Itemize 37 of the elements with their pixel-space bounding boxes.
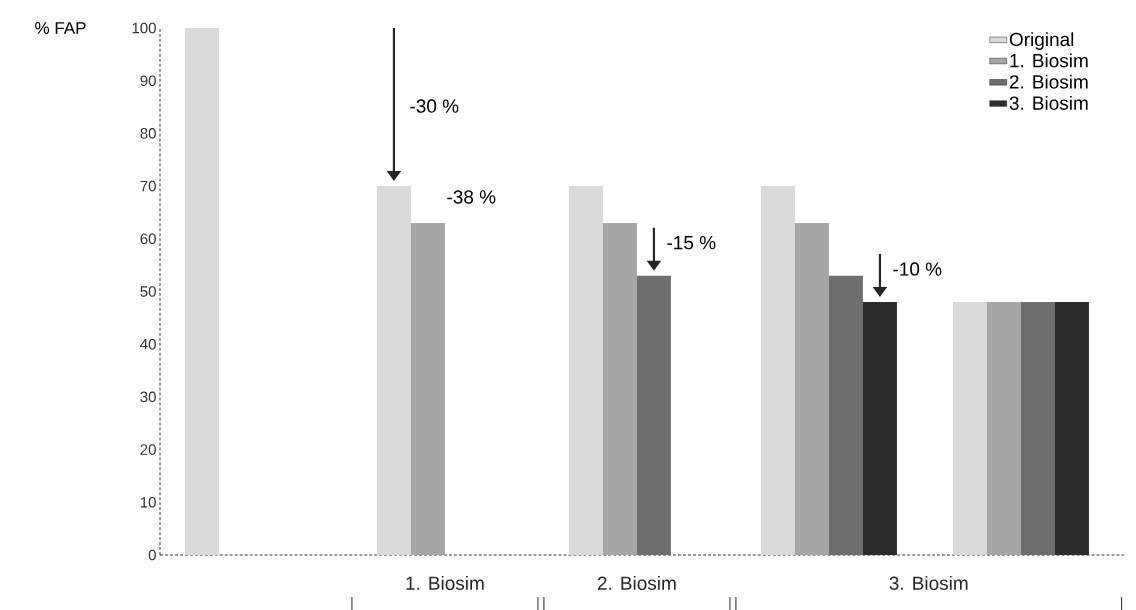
bar [862, 302, 897, 555]
annotation: -30 % [410, 99, 459, 113]
text: 2. Biosim [597, 576, 676, 590]
text: 3. Biosim [889, 576, 968, 590]
y-tick-label: 100 [132, 22, 156, 34]
bar [602, 222, 637, 555]
y-axis-title: % FAP [35, 22, 86, 34]
bar [952, 302, 987, 555]
bar [410, 222, 445, 555]
annotation: -38 % [447, 190, 496, 204]
y-tick-label: 70 [140, 180, 156, 192]
bar [376, 186, 411, 555]
bar [1020, 302, 1055, 555]
annotation: -15 % [667, 236, 716, 250]
text: 1. Biosim [406, 576, 484, 590]
bar [636, 275, 671, 555]
legend-label: 2. Biosim [1009, 74, 1088, 89]
y-tick-label: 0 [148, 549, 156, 561]
y-tick-label: 20 [140, 444, 156, 455]
annotation: -10 % [893, 262, 942, 276]
bar [568, 186, 603, 555]
y-tick-label: 40 [140, 338, 156, 350]
legend-label: 3. Biosim [1009, 95, 1088, 110]
y-tick-label: 10 [140, 496, 156, 508]
y-tick-label: 50 [140, 286, 156, 297]
bar [794, 222, 829, 555]
bar [1054, 302, 1089, 555]
y-tick-label: 60 [140, 233, 156, 245]
bar [986, 302, 1021, 555]
bar [184, 28, 219, 555]
bar [760, 186, 795, 555]
legend-label: 1. Biosim [1010, 53, 1088, 68]
bar [828, 275, 863, 555]
y-tick-label: 80 [140, 128, 156, 139]
y-tick-label: 30 [140, 391, 156, 403]
y-tick-label: 90 [140, 75, 156, 86]
legend-label: Original [1009, 32, 1074, 50]
